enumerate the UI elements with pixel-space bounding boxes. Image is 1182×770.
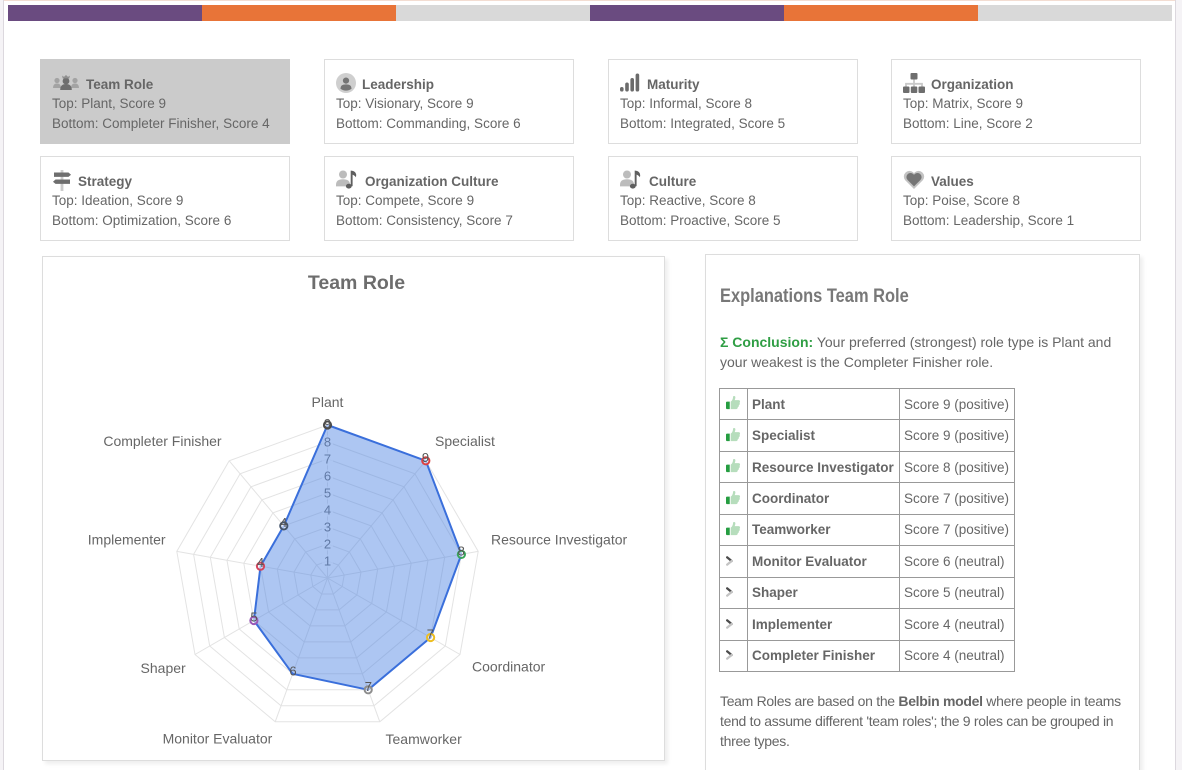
svg-text:5: 5: [250, 610, 257, 625]
svg-text:7: 7: [324, 452, 331, 467]
svg-text:4: 4: [280, 515, 287, 530]
svg-text:9: 9: [422, 450, 429, 465]
svg-text:7: 7: [427, 627, 434, 642]
svg-text:1: 1: [324, 554, 331, 569]
svg-text:Implementer: Implementer: [88, 532, 166, 548]
svg-text:4: 4: [324, 503, 331, 518]
svg-text:5: 5: [324, 486, 331, 501]
svg-text:8: 8: [458, 543, 465, 558]
svg-text:Resource Investigator: Resource Investigator: [491, 532, 628, 548]
svg-text:Coordinator: Coordinator: [472, 658, 545, 674]
svg-text:6: 6: [324, 469, 331, 484]
svg-text:8: 8: [324, 435, 331, 450]
svg-text:9: 9: [324, 416, 331, 431]
svg-text:Completer Finisher: Completer Finisher: [103, 433, 222, 449]
svg-text:Plant: Plant: [312, 394, 344, 410]
svg-text:2: 2: [324, 537, 331, 552]
svg-text:6: 6: [289, 664, 296, 679]
svg-text:4: 4: [257, 555, 264, 570]
svg-text:7: 7: [365, 679, 372, 694]
svg-text:Teamworker: Teamworker: [386, 731, 463, 747]
svg-text:3: 3: [324, 520, 331, 535]
svg-text:Monitor Evaluator: Monitor Evaluator: [163, 731, 273, 747]
svg-text:Specialist: Specialist: [435, 433, 495, 449]
svg-text:Shaper: Shaper: [141, 660, 186, 676]
